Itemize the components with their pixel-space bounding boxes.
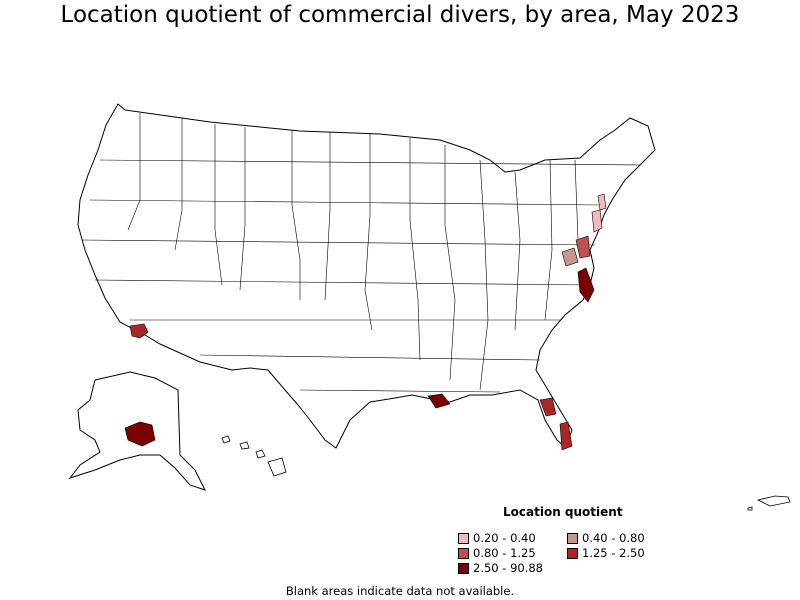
legend-swatch bbox=[567, 532, 578, 544]
legend-label: 2.50 - 90.88 bbox=[473, 561, 543, 575]
legend-item-0-40-0-80: 0.40 - 0.80 bbox=[567, 531, 645, 545]
legend-item-2-50-90-88: 2.50 - 90.88 bbox=[458, 561, 543, 575]
legend-item-0-80-1-25: 0.80 - 1.25 bbox=[458, 546, 536, 560]
area-new-york-hudson bbox=[597, 193, 607, 211]
legend-title: Location quotient bbox=[503, 505, 623, 519]
legend-swatch bbox=[458, 562, 469, 574]
legend-swatch bbox=[458, 532, 469, 544]
area-boundaries bbox=[81, 113, 641, 393]
area-virginia-coast bbox=[577, 267, 595, 303]
alaska-highlight-area bbox=[124, 421, 156, 447]
hawaii-islands bbox=[221, 435, 287, 477]
area-florida-west bbox=[539, 397, 557, 417]
footnote: Blank areas indicate data not available. bbox=[285, 584, 515, 598]
area-florida-southeast bbox=[559, 421, 573, 451]
legend-swatch bbox=[458, 547, 469, 559]
legend-item-0-20-0-40: 0.20 - 0.40 bbox=[458, 531, 536, 545]
area-new-jersey bbox=[591, 209, 603, 233]
area-california-south bbox=[129, 323, 149, 339]
area-maryland bbox=[575, 235, 591, 259]
legend-label: 0.80 - 1.25 bbox=[473, 546, 536, 560]
map-title: Location quotient of commercial divers, … bbox=[60, 2, 740, 28]
shaded-areas bbox=[129, 193, 607, 451]
puerto-rico-islands bbox=[747, 495, 791, 511]
legend-swatch bbox=[567, 547, 578, 559]
area-virginia-north bbox=[561, 247, 579, 267]
area-louisiana-coast bbox=[427, 393, 451, 409]
legend-label: 0.40 - 0.80 bbox=[582, 531, 645, 545]
legend-item-1-25-2-50: 1.25 - 2.50 bbox=[567, 546, 645, 560]
legend-label: 1.25 - 2.50 bbox=[582, 546, 645, 560]
legend-label: 0.20 - 0.40 bbox=[473, 531, 536, 545]
